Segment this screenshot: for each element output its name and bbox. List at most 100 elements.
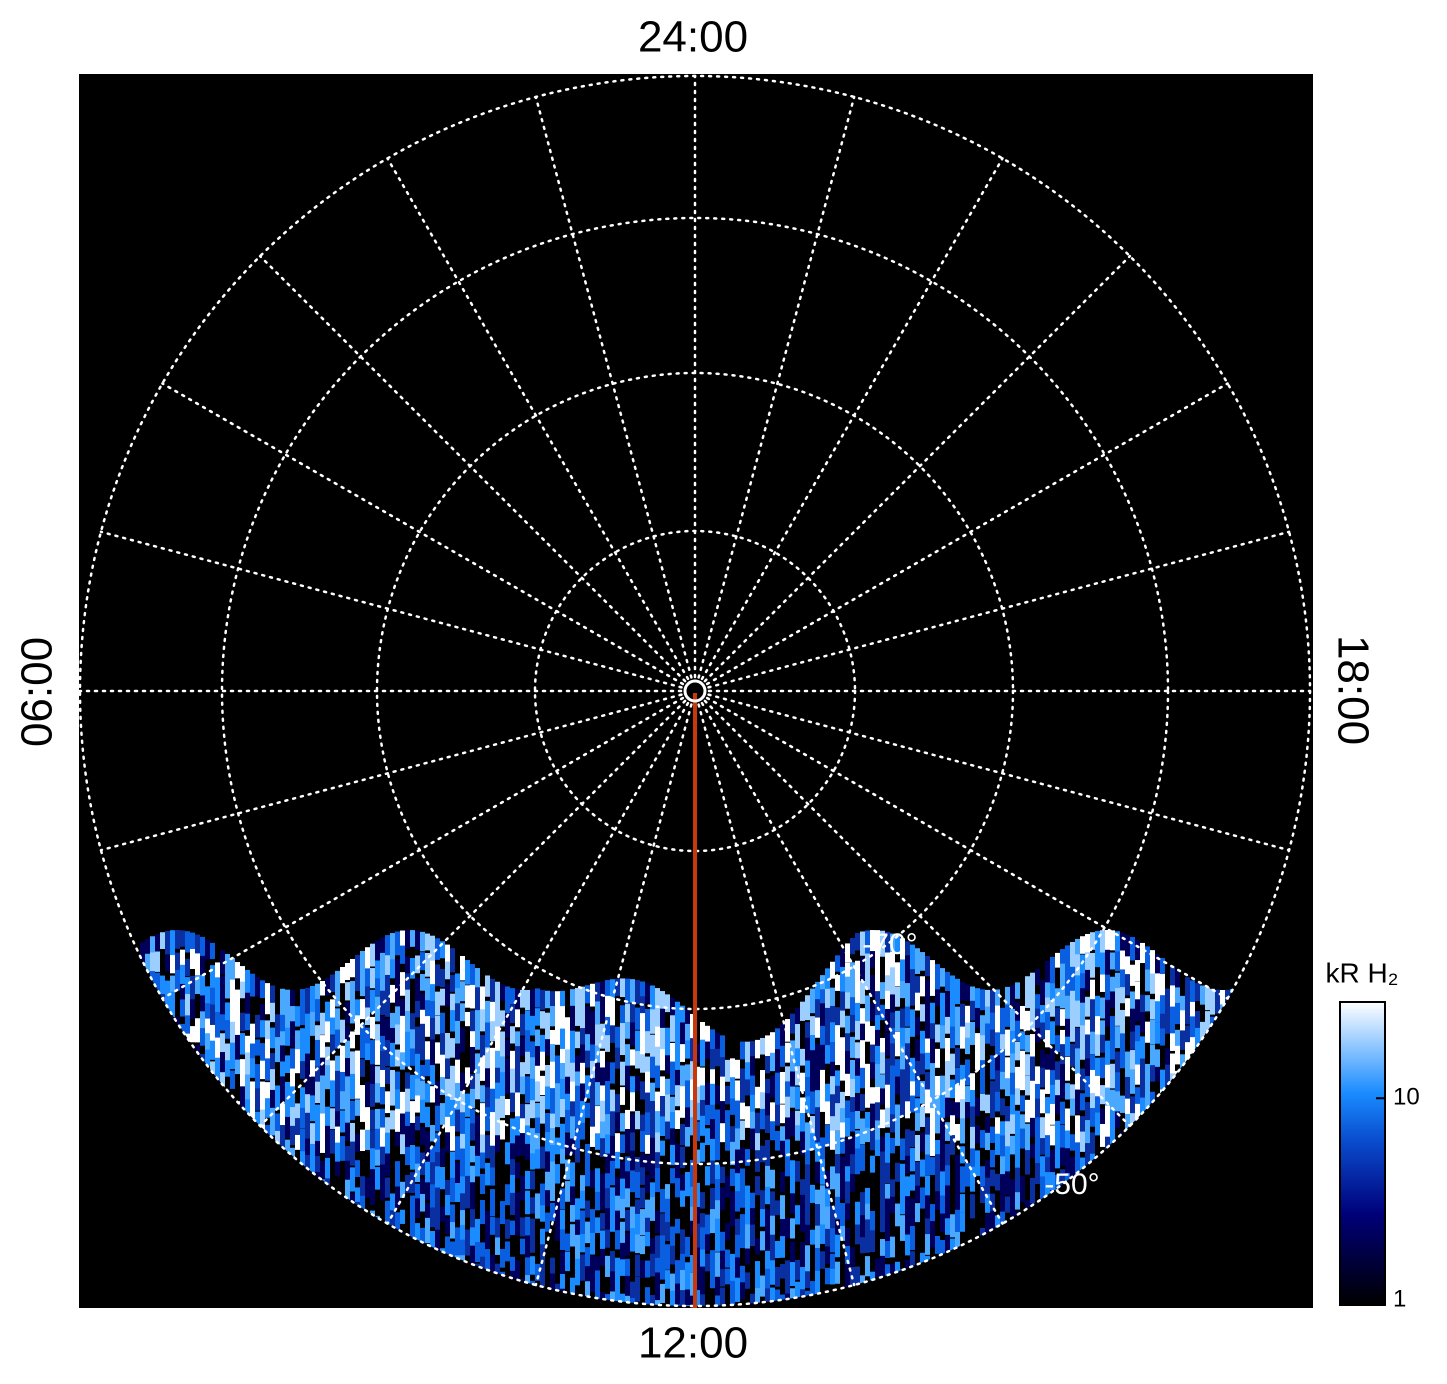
aurora-pixel bbox=[295, 1118, 300, 1144]
aurora-pixel bbox=[875, 1029, 880, 1053]
aurora-pixel bbox=[220, 1033, 225, 1062]
aurora-pixel bbox=[395, 959, 400, 987]
aurora-pixel bbox=[885, 931, 890, 960]
aurora-pixel bbox=[640, 1131, 645, 1152]
aurora-pixel bbox=[1000, 1071, 1005, 1090]
aurora-pixel bbox=[965, 1211, 970, 1229]
aurora-pixel bbox=[670, 1226, 675, 1248]
aurora-pixel bbox=[450, 1177, 455, 1203]
aurora-pixel bbox=[360, 1059, 365, 1077]
aurora-pixel bbox=[745, 1062, 750, 1087]
aurora-pixel bbox=[380, 1050, 385, 1078]
aurora-pixel bbox=[590, 1209, 595, 1236]
aurora-pixel bbox=[1085, 969, 1090, 991]
aurora-pixel bbox=[870, 1044, 875, 1063]
aurora-pixel bbox=[965, 1119, 970, 1136]
aurora-pixel bbox=[800, 1072, 805, 1092]
aurora-pixel bbox=[570, 1186, 575, 1212]
pole-marker bbox=[683, 679, 707, 703]
aurora-pixel bbox=[1100, 997, 1105, 1019]
aurora-pixel bbox=[740, 1102, 745, 1120]
aurora-pixel bbox=[660, 991, 665, 1009]
aurora-pixel bbox=[530, 1170, 535, 1190]
aurora-pixel bbox=[635, 1138, 640, 1167]
aurora-pixel bbox=[720, 1250, 725, 1275]
aurora-pixel bbox=[280, 1045, 285, 1071]
aurora-pixel bbox=[565, 1109, 570, 1133]
aurora-pixel bbox=[945, 1061, 950, 1089]
aurora-pixel bbox=[620, 1221, 625, 1244]
aurora-pixel bbox=[190, 1026, 195, 1043]
aurora-pixel bbox=[210, 1004, 215, 1025]
aurora-pixel bbox=[430, 1086, 435, 1108]
aurora-pixel bbox=[300, 1128, 305, 1154]
aurora-pixel bbox=[860, 1118, 865, 1145]
aurora-pixel bbox=[1160, 974, 1165, 1002]
aurora-pixel bbox=[770, 1052, 775, 1072]
aurora-pixel bbox=[510, 1159, 515, 1187]
aurora-pixel bbox=[960, 1118, 965, 1144]
aurora-pixel bbox=[1000, 1007, 1005, 1038]
aurora-pixel bbox=[735, 1173, 740, 1195]
aurora-pixel bbox=[770, 1234, 775, 1264]
aurora-pixel bbox=[550, 1005, 555, 1027]
aurora-pixel bbox=[825, 1228, 830, 1251]
aurora-pixel bbox=[215, 996, 220, 1016]
aurora-pixel bbox=[1175, 1305, 1180, 1306]
aurora-pixel bbox=[1080, 973, 1085, 998]
aurora-pixel bbox=[375, 1190, 380, 1214]
aurora-pixel bbox=[995, 1198, 1000, 1227]
aurora-pixel bbox=[625, 1021, 630, 1039]
aurora-pixel bbox=[1095, 1075, 1100, 1103]
aurora-pixel bbox=[570, 1224, 575, 1247]
aurora-pixel bbox=[570, 1062, 575, 1093]
aurora-pixel bbox=[915, 1185, 920, 1202]
aurora-pixel bbox=[1050, 1149, 1055, 1177]
aurora-pixel bbox=[315, 1081, 320, 1104]
aurora-pixel bbox=[330, 1129, 335, 1155]
aurora-pixel bbox=[580, 1234, 585, 1253]
aurora-pixel bbox=[225, 1020, 230, 1039]
aurora-pixel bbox=[295, 1134, 300, 1155]
aurora-pixel bbox=[620, 1023, 625, 1041]
aurora-pixel bbox=[605, 1308, 610, 1328]
aurora-pixel bbox=[455, 1059, 460, 1086]
aurora-pixel bbox=[335, 986, 340, 1007]
aurora-pixel bbox=[1040, 1176, 1045, 1203]
aurora-pixel bbox=[985, 1213, 990, 1241]
aurora-pixel bbox=[710, 1138, 715, 1164]
aurora-pixel bbox=[550, 1044, 555, 1068]
aurora-pixel bbox=[1135, 960, 1140, 981]
aurora-pixel bbox=[610, 1187, 615, 1215]
aurora-pixel bbox=[375, 1066, 380, 1087]
aurora-pixel bbox=[975, 1150, 980, 1181]
aurora-pixel bbox=[875, 1064, 880, 1093]
aurora-pixel bbox=[995, 1091, 1000, 1112]
aurora-pixel bbox=[550, 1202, 555, 1231]
aurora-pixel bbox=[485, 1022, 490, 1051]
aurora-pixel bbox=[610, 1062, 615, 1084]
aurora-pixel bbox=[285, 1003, 290, 1033]
aurora-pixel bbox=[435, 1063, 440, 1086]
aurora-pixel bbox=[730, 1141, 735, 1166]
aurora-pixel bbox=[655, 1257, 660, 1278]
aurora-pixel bbox=[880, 1037, 885, 1056]
aurora-pixel bbox=[415, 1000, 420, 1018]
aurora-pixel bbox=[545, 1171, 550, 1200]
aurora-pixel bbox=[185, 1015, 190, 1039]
aurora-pixel bbox=[1100, 952, 1105, 981]
aurora-pixel bbox=[545, 1064, 550, 1088]
aurora-pixel bbox=[685, 1236, 690, 1257]
aurora-pixel bbox=[520, 1175, 525, 1202]
aurora-pixel bbox=[870, 1210, 875, 1234]
aurora-pixel bbox=[945, 1038, 950, 1062]
aurora-pixel bbox=[705, 1041, 710, 1062]
aurora-pixel bbox=[640, 1013, 645, 1039]
aurora-pixel bbox=[1010, 1199, 1015, 1218]
aurora-pixel bbox=[720, 1287, 725, 1306]
aurora-pixel bbox=[970, 1047, 975, 1076]
aurora-pixel bbox=[195, 994, 200, 1019]
aurora-pixel bbox=[890, 1114, 895, 1133]
aurora-pixel bbox=[1165, 962, 1170, 979]
aurora-pixel bbox=[490, 1126, 495, 1151]
